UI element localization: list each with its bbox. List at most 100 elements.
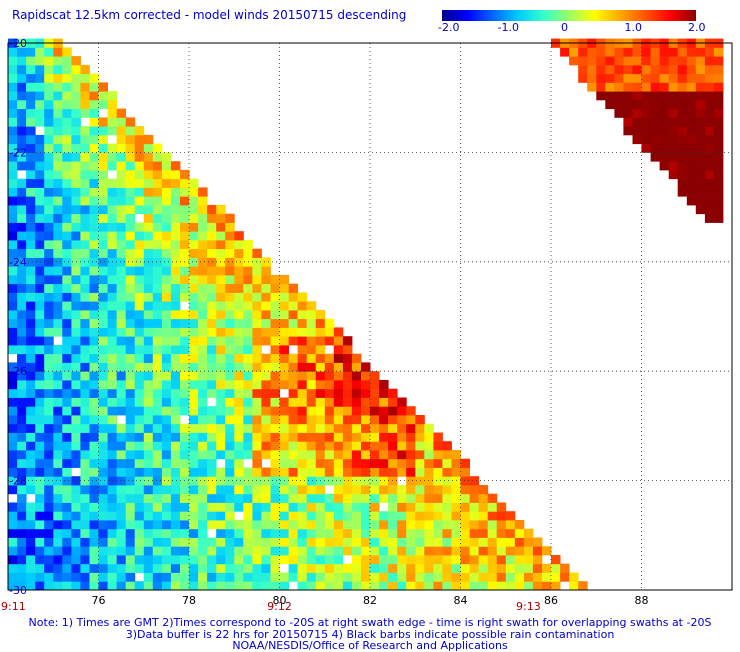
heatmap-cell xyxy=(207,441,217,451)
heatmap-cell xyxy=(279,520,289,530)
heatmap-cell xyxy=(180,485,190,495)
heatmap-cell xyxy=(315,380,326,390)
heatmap-cell xyxy=(713,47,724,57)
heatmap-cell xyxy=(243,274,253,285)
heatmap-cell xyxy=(8,134,18,145)
heatmap-cell xyxy=(152,353,163,363)
heatmap-cell xyxy=(198,204,208,215)
heatmap-cell xyxy=(116,380,127,390)
heatmap-cell xyxy=(35,274,45,285)
heatmap-cell xyxy=(116,336,127,346)
heatmap-cell xyxy=(234,502,244,512)
heatmap-cell xyxy=(17,581,27,591)
heatmap-cell xyxy=(297,423,308,433)
heatmap-cell xyxy=(315,388,326,398)
heatmap-cell xyxy=(125,511,136,521)
heatmap-cell xyxy=(198,292,208,302)
heatmap-cell xyxy=(80,555,90,565)
heatmap-cell xyxy=(279,327,289,337)
heatmap-cell xyxy=(605,47,615,57)
heatmap-cell xyxy=(53,309,63,320)
heatmap-cell xyxy=(279,485,289,495)
heatmap-cell xyxy=(180,380,190,390)
heatmap-cell xyxy=(315,528,326,538)
heatmap-cell xyxy=(397,441,407,451)
heatmap-cell xyxy=(315,371,326,381)
heatmap-cell xyxy=(161,318,172,328)
heatmap-cell xyxy=(433,467,443,477)
heatmap-cell xyxy=(107,309,118,320)
heatmap-cell xyxy=(107,467,118,477)
heatmap-cell xyxy=(333,353,344,363)
heatmap-cell xyxy=(62,301,72,311)
heatmap-cell xyxy=(397,423,407,433)
heatmap-cell xyxy=(297,344,308,355)
heatmap-cell xyxy=(632,99,642,110)
heatmap-cell xyxy=(44,152,54,162)
heatmap-cell xyxy=(234,581,244,591)
heatmap-cell xyxy=(632,64,642,75)
heatmap-cell xyxy=(80,248,90,258)
heatmap-cell xyxy=(8,64,18,75)
heatmap-cell xyxy=(125,415,136,425)
heatmap-cell xyxy=(116,266,127,276)
heatmap-cell xyxy=(406,563,416,573)
heatmap-cell xyxy=(252,362,262,372)
heatmap-cell xyxy=(62,169,72,180)
colorbar-tick-label: 1.0 xyxy=(624,21,643,34)
heatmap-cell xyxy=(44,415,54,425)
heatmap-cell xyxy=(35,336,45,346)
heatmap-cell xyxy=(252,301,262,311)
heatmap-cell xyxy=(288,511,299,521)
heatmap-cell xyxy=(107,91,118,101)
heatmap-cell xyxy=(623,47,633,57)
heatmap-cell xyxy=(107,537,118,547)
heatmap-cell xyxy=(234,450,244,460)
heatmap-cell xyxy=(89,336,99,346)
heatmap-cell xyxy=(623,99,633,110)
heatmap-cell xyxy=(243,283,253,293)
heatmap-cell xyxy=(288,537,299,547)
heatmap-cell xyxy=(243,388,253,398)
heatmap-cell xyxy=(315,546,326,556)
heatmap-cell xyxy=(641,73,651,83)
heatmap-cell xyxy=(487,555,498,565)
heatmap-cell xyxy=(53,222,63,232)
heatmap-cell xyxy=(98,231,108,241)
heatmap-cell xyxy=(225,371,235,381)
heatmap-cell xyxy=(234,309,244,320)
heatmap-cell xyxy=(234,266,244,276)
heatmap-cell xyxy=(53,117,63,127)
heatmap-cell xyxy=(134,266,145,276)
heatmap-cell xyxy=(216,248,226,258)
heatmap-cell xyxy=(161,169,172,180)
heatmap-cell xyxy=(44,248,54,258)
heatmap-cell xyxy=(26,546,36,556)
heatmap-cell xyxy=(596,73,606,83)
heatmap-cell xyxy=(152,467,163,477)
heatmap-cell xyxy=(116,520,127,530)
heatmap-cell xyxy=(406,467,416,477)
x-tick-label: 80 xyxy=(273,594,287,607)
heatmap-cell xyxy=(98,450,108,460)
heatmap-cell xyxy=(53,64,63,75)
heatmap-cell xyxy=(279,344,289,355)
heatmap-cell xyxy=(333,572,344,582)
heatmap-cell xyxy=(116,143,127,153)
heatmap-cell xyxy=(207,485,217,495)
heatmap-cell xyxy=(143,283,154,293)
heatmap-cell xyxy=(252,546,262,556)
heatmap-cell xyxy=(189,292,199,302)
heatmap-cell xyxy=(80,546,90,556)
heatmap-cell xyxy=(125,406,136,416)
heatmap-cell xyxy=(288,458,299,468)
heatmap-cell xyxy=(514,581,525,591)
heatmap-cell xyxy=(8,169,18,180)
heatmap-cell xyxy=(261,397,271,407)
heatmap-cell xyxy=(17,528,27,538)
heatmap-cell xyxy=(424,520,434,530)
heatmap-cell xyxy=(17,213,27,223)
heatmap-cell xyxy=(180,520,190,530)
heatmap-cell xyxy=(650,91,661,101)
heatmap-cell xyxy=(98,467,108,477)
